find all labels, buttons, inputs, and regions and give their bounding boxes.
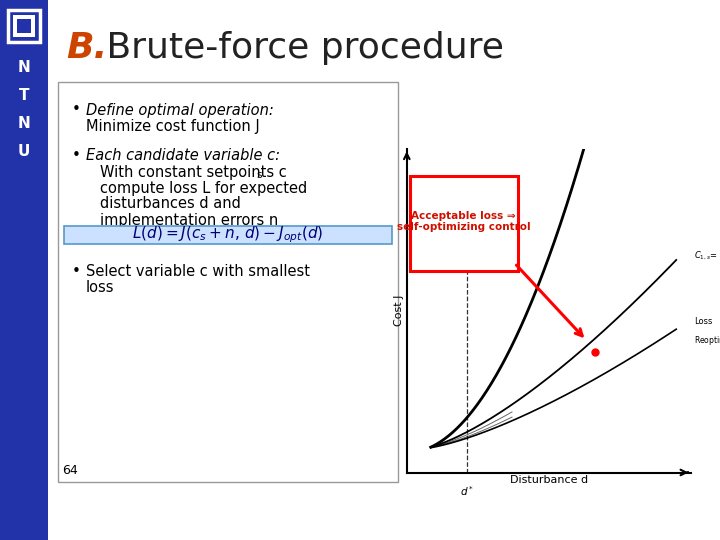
- Text: Brute-force procedure: Brute-force procedure: [95, 31, 504, 65]
- Text: Reoptimized $J_{opt}$(d): Reoptimized $J_{opt}$(d): [694, 334, 720, 348]
- Text: s: s: [256, 170, 261, 180]
- Bar: [64, 226, 392, 244]
- Text: disturbances d and: disturbances d and: [100, 197, 241, 212]
- Text: Minimize cost function J: Minimize cost function J: [86, 118, 260, 133]
- Text: N: N: [17, 117, 30, 132]
- Text: compute loss L for expected: compute loss L for expected: [100, 180, 307, 195]
- Text: Acceptable loss ⇒
self-optimizing control: Acceptable loss ⇒ self-optimizing contro…: [397, 211, 531, 232]
- Text: implementation errors n: implementation errors n: [100, 213, 278, 227]
- Text: $d^*$: $d^*$: [459, 484, 474, 498]
- Text: T: T: [19, 89, 30, 104]
- Bar: [8, 10, 40, 42]
- Text: •: •: [72, 265, 81, 280]
- FancyBboxPatch shape: [410, 176, 518, 271]
- Bar: [17, 19, 31, 33]
- Text: Each candidate variable c:: Each candidate variable c:: [86, 147, 280, 163]
- Text: •: •: [72, 147, 81, 163]
- Y-axis label: Cost J: Cost J: [394, 295, 404, 326]
- Text: B.: B.: [66, 31, 107, 65]
- Text: N: N: [17, 60, 30, 76]
- Text: loss: loss: [86, 280, 114, 295]
- Text: $L(d) = J(c_s + n,\, d) - J_{opt}(d)$: $L(d) = J(c_s + n,\, d) - J_{opt}(d)$: [132, 225, 324, 245]
- Text: With constant setpoints c: With constant setpoints c: [100, 165, 287, 179]
- Bar: [13, 15, 35, 37]
- Text: •: •: [72, 103, 81, 118]
- Text: Loss: Loss: [694, 317, 713, 326]
- Text: U: U: [18, 145, 30, 159]
- Text: Select variable c with smallest: Select variable c with smallest: [86, 265, 310, 280]
- Text: $C_{1,s}$= constant: $C_{1,s}$= constant: [694, 250, 720, 262]
- Bar: [0, 0, 48, 540]
- X-axis label: Disturbance d: Disturbance d: [510, 475, 588, 485]
- Bar: [58, 82, 398, 482]
- Text: Define optimal operation:: Define optimal operation:: [86, 103, 274, 118]
- Text: 64: 64: [62, 463, 78, 476]
